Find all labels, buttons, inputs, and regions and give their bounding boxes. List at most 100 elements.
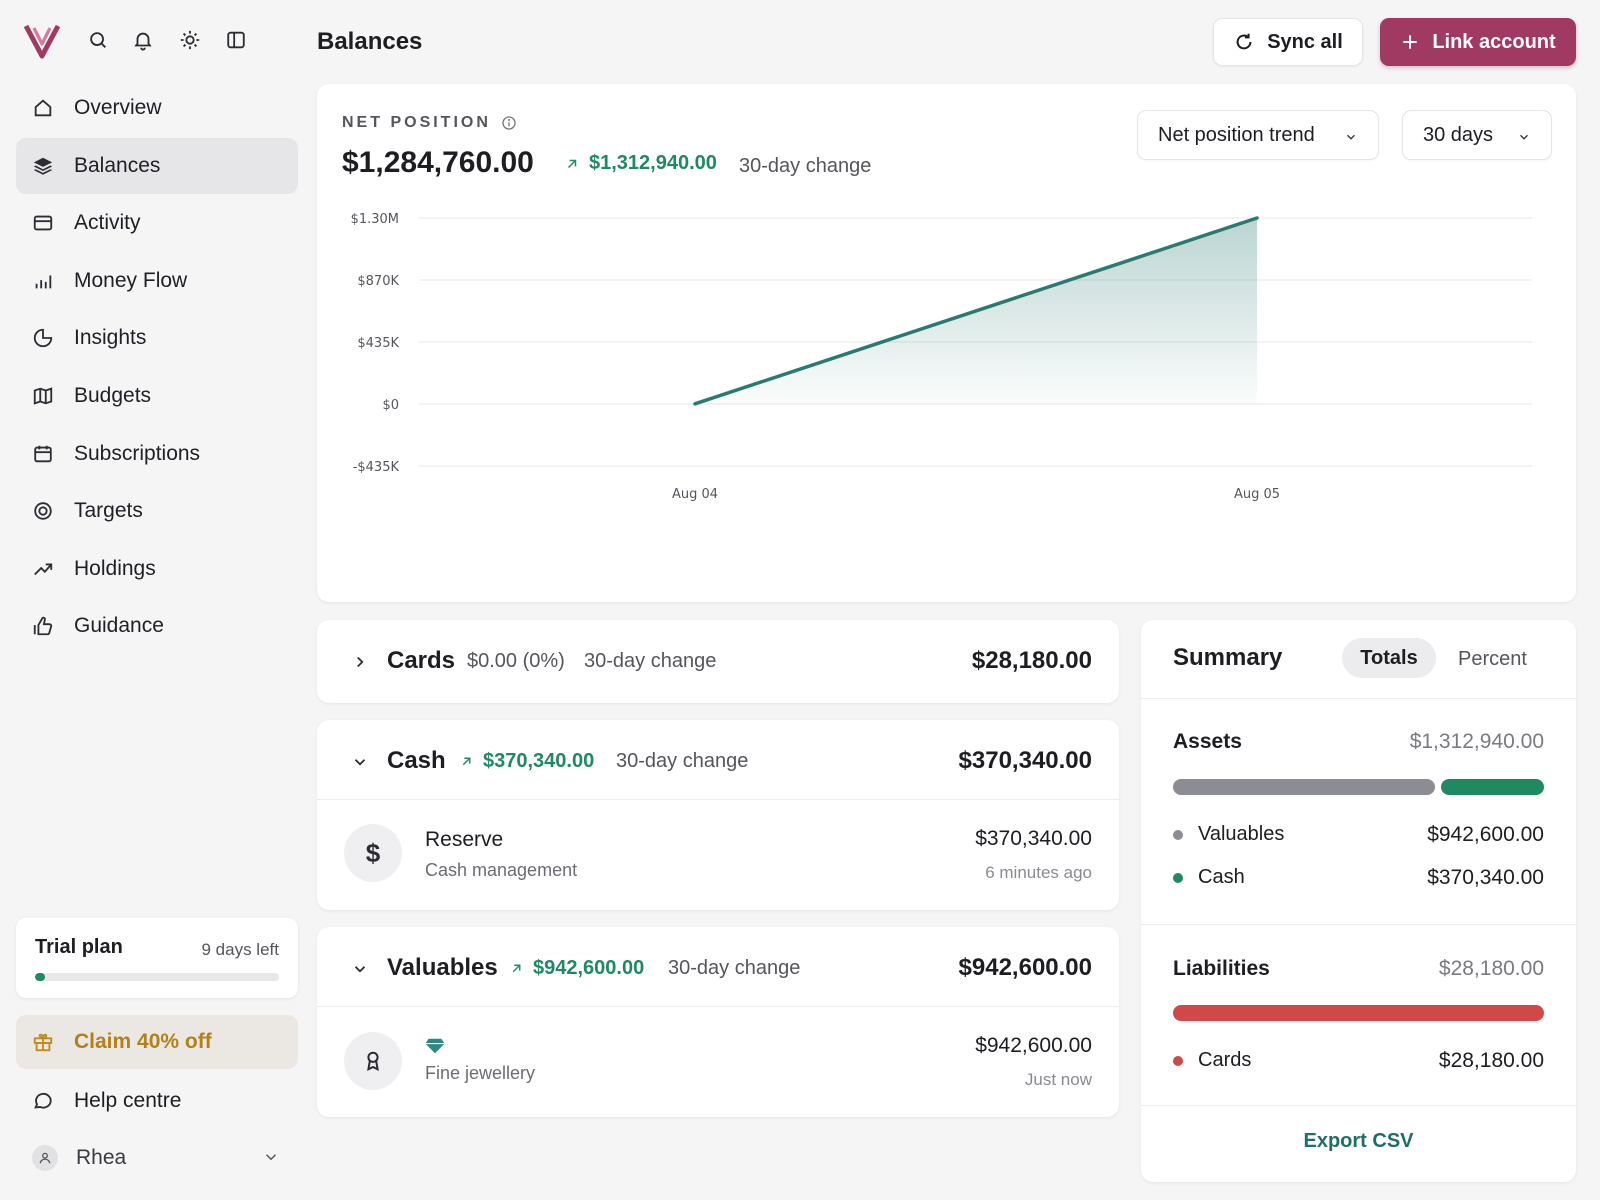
account-group-change: $370,340.00 [460,750,594,773]
bar-chart-icon [32,270,54,292]
tab-totals[interactable]: Totals [1342,638,1436,678]
account-group-cash: Cash $370,340.00 30-day change $370,340.… [317,720,1119,910]
chevron-right-icon[interactable] [351,653,369,671]
legend-value-cash: $370,340.00 [1427,866,1544,889]
liabilities-bar-cards [1173,1005,1544,1021]
trial-plan-card[interactable]: Trial plan 9 days left [16,918,298,998]
account-group-cards[interactable]: Cards $0.00 (0%) 30-day change $28,180.0… [317,620,1119,703]
tab-percent[interactable]: Percent [1458,648,1527,670]
account-row-updated: Just now [1024,1070,1092,1089]
sidebar-item-balances[interactable]: Balances [16,137,298,194]
sidebar-item-subscriptions[interactable]: Subscriptions [16,426,298,482]
sidebar-item-label: Balances [74,153,161,177]
sidebar-item-holdings[interactable]: Holdings [16,541,298,597]
award-icon [344,1032,402,1090]
trial-days-left: 9 days left [201,940,280,959]
account-group-change: $0.00 (0%) [467,650,565,672]
help-centre-label: Help centre [74,1089,182,1112]
net-position-label: NET POSITION [342,114,491,131]
divider [317,1006,1119,1007]
divider [1141,1105,1576,1106]
sidebar-nav: Overview Balances Activity Money Flow In… [16,80,298,656]
sidebar-item-label: Budgets [74,383,152,407]
chevron-down-icon [1347,134,1355,140]
account-row-type: Cash management [425,860,578,880]
chevron-down-icon [1520,134,1528,140]
sync-all-button[interactable]: Sync all [1213,18,1363,66]
account-group-header[interactable]: Valuables $942,600.00 30-day change $942… [317,927,1119,1010]
claim-offer-button[interactable]: Claim 40% off [16,1015,298,1069]
chart-series-line[interactable] [693,216,1259,406]
page-title: Balances [317,28,423,55]
account-group-header[interactable]: Cash $370,340.00 30-day change $370,340.… [317,720,1119,803]
arrow-up-right-icon [567,159,577,168]
sidebar-item-insights[interactable]: Insights [16,310,298,366]
account-group-valuables: Valuables $942,600.00 30-day change $942… [317,927,1119,1117]
sidebar-item-label: Activity [74,211,141,235]
sidebar-item-activity[interactable]: Activity [16,195,298,251]
export-csv-button[interactable]: Export CSV [1303,1130,1414,1152]
divider [1141,924,1576,925]
sidebar-item-label: Money Flow [74,268,188,292]
divider [1141,698,1576,699]
assets-bar-valuables [1173,779,1436,795]
sidebar-item-overview[interactable]: Overview [16,80,298,136]
account-group-header[interactable]: Cards $0.00 (0%) 30-day change $28,180.0… [317,620,1119,703]
app-logo-icon[interactable] [22,22,62,60]
range-select[interactable]: 30 days [1402,110,1552,160]
link-account-button[interactable]: Link account [1380,18,1576,66]
sidebar-item-money-flow[interactable]: Money Flow [16,253,298,309]
chevron-down-icon[interactable] [351,960,369,978]
sidebar-item-targets[interactable]: Targets [16,483,298,539]
account-group-total: $942,600.00 [958,954,1092,981]
chevron-down-icon [262,1148,280,1166]
sidebar-item-budgets[interactable]: Budgets [16,368,298,424]
hand-icon [32,615,54,637]
help-centre-link[interactable]: Help centre [16,1074,298,1128]
gift-icon [32,1031,54,1053]
sidebar-item-guidance[interactable]: Guidance [16,598,298,654]
summary-panel: Summary Totals Percent Assets $1,312,940… [1141,620,1576,1182]
x-tick-label: Aug 04 [672,487,718,502]
legend-value-valuables: $942,600.00 [1427,823,1544,846]
account-group-name: Cash [387,747,446,774]
assets-total: $1,312,940.00 [1409,730,1544,753]
sun-icon[interactable] [172,22,208,58]
sidebar-item-label: Guidance [74,614,164,638]
bell-icon[interactable] [125,22,161,58]
legend-name-cards: Cards [1198,1049,1252,1071]
target-icon [32,500,54,522]
arrow-up-right-icon [512,964,521,973]
sidebar-item-label: Insights [74,326,147,350]
dollar-icon: $ [344,824,402,882]
claim-offer-label: Claim 40% off [74,1030,212,1053]
divider [317,799,1119,800]
account-group-total: $370,340.00 [958,747,1092,774]
sync-all-label: Sync all [1267,30,1343,53]
net-position-change: $1,312,940.00 [565,152,717,175]
y-tick-label: -$435K [353,460,400,475]
panel-toggle-icon[interactable] [218,22,254,58]
diamond-icon [425,1038,445,1054]
link-account-label: Link account [1432,30,1556,53]
search-icon[interactable] [80,22,116,58]
user-menu[interactable]: Rhea [16,1130,298,1186]
info-icon[interactable] [501,115,517,131]
account-group-change-label: 30-day change [668,957,801,979]
chevron-down-icon[interactable] [351,753,369,771]
range-select-value: 30 days [1423,123,1494,146]
x-tick-label: Aug 05 [1234,487,1280,502]
sidebar-item-label: Targets [74,499,143,523]
net-position-change-value: $1,312,940.00 [589,152,717,174]
avatar [32,1145,58,1171]
view-select[interactable]: Net position trend [1137,110,1379,160]
legend-dot-cash [1173,873,1183,883]
plus-icon [1403,35,1417,49]
summary-title: Summary [1173,644,1283,671]
y-tick-label: $1.30M [351,212,399,227]
net-position-chart[interactable]: $1.30M $870K $435K $0 -$435K Aug 04 Aug 05 [317,84,1576,602]
legend-value-cards: $28,180.00 [1438,1049,1544,1072]
arrow-up-right-icon [462,757,471,766]
home-icon [32,97,54,119]
view-select-value: Net position trend [1158,123,1315,146]
